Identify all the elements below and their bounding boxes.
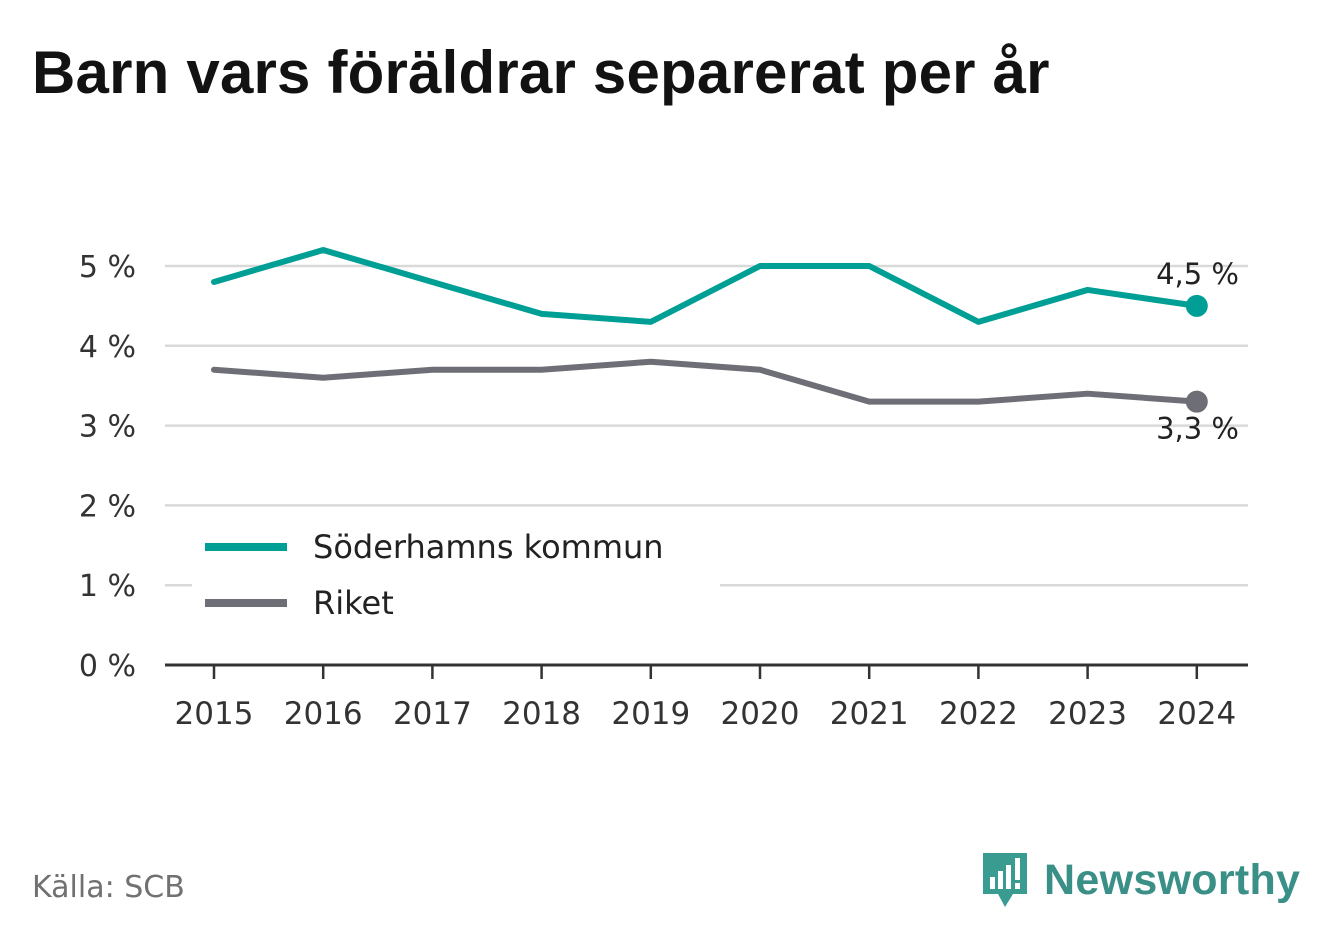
series-end-point <box>1185 294 1208 317</box>
brand-logo: Newsworthy <box>980 850 1300 910</box>
x-tick-label: 2020 <box>721 696 800 732</box>
legend-box <box>192 522 720 634</box>
x-tick-label: 2016 <box>284 696 363 732</box>
x-tick-label: 2019 <box>611 696 690 732</box>
x-tick-label: 2015 <box>175 696 254 732</box>
y-tick-label: 4 % <box>79 330 136 365</box>
x-axis: 2015 2016 2017 2018 2019 2020 2021 2022 2023 2024 <box>165 663 1248 732</box>
y-axis-ticks: 0 % 1 % 2 % 3 % 4 % 5 % <box>79 250 136 684</box>
x-tick-label: 2017 <box>393 696 472 732</box>
y-tick-label: 1 % <box>79 569 136 604</box>
bar-chart-speech-bubble-icon <box>983 853 1027 907</box>
y-tick-label: 0 % <box>79 649 136 684</box>
x-tick-label: 2021 <box>830 696 909 732</box>
end-labels: 4,5 % 3,3 % <box>1156 257 1239 446</box>
end-value-label: 4,5 % <box>1156 257 1239 291</box>
y-tick-label: 2 % <box>79 489 136 524</box>
y-tick-label: 3 % <box>79 410 136 445</box>
legend: Söderhamns kommun Riket <box>192 522 720 634</box>
legend-label: Riket <box>313 584 394 622</box>
series-line <box>211 247 1200 325</box>
series-end-point <box>1185 390 1208 413</box>
brand-name: Newsworthy <box>1044 855 1301 904</box>
legend-label: Söderhamns kommun <box>313 528 664 566</box>
end-value-label: 3,3 % <box>1156 412 1239 446</box>
series-line <box>211 358 1200 405</box>
y-tick-label: 5 % <box>79 250 136 285</box>
line-chart: 0 %1 %2 %3 %4 %5 % 2015 2016 2017 2018 2019 2… <box>79 247 1248 732</box>
chart-title: Barn vars föräldrar separerat per år <box>32 39 1050 106</box>
series <box>211 247 1208 413</box>
x-tick-label: 2018 <box>502 696 581 732</box>
source-note: Källa: SCB <box>32 870 185 905</box>
x-tick-label: 2022 <box>939 696 1018 732</box>
x-tick-label: 2024 <box>1157 696 1236 732</box>
x-tick-label: 2023 <box>1048 696 1127 732</box>
